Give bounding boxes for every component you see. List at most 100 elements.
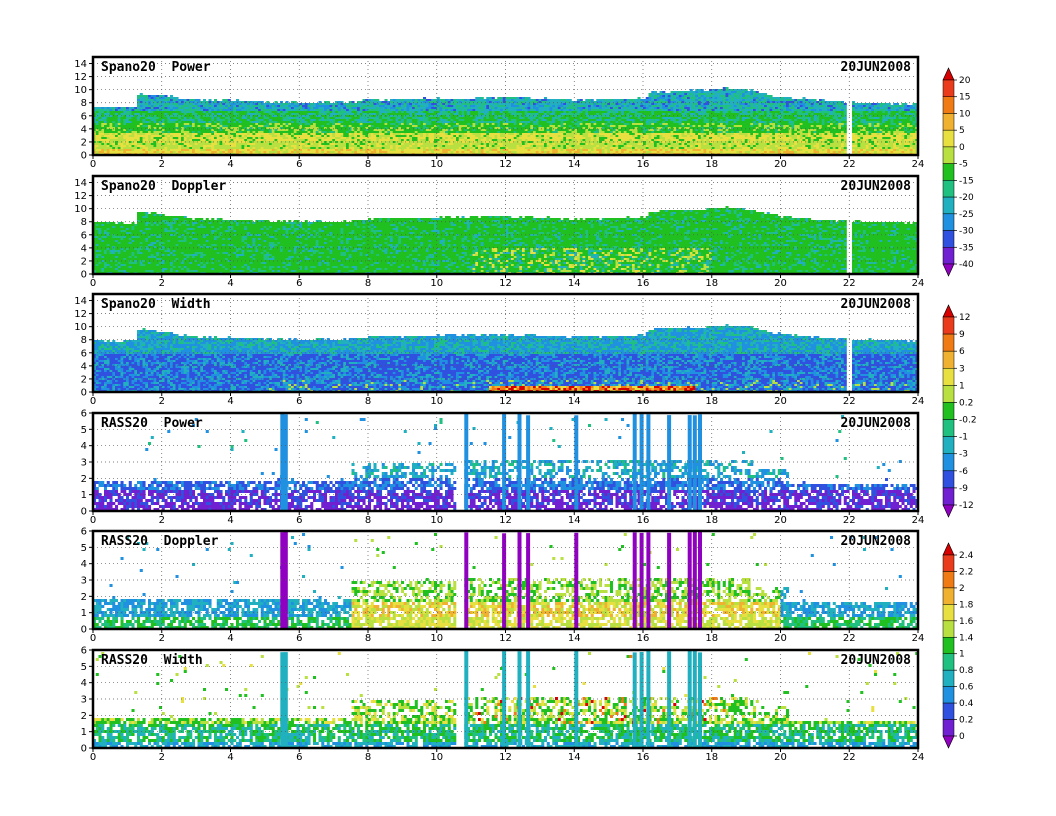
heatmap-cell xyxy=(211,151,214,153)
heatmap-cell xyxy=(165,123,168,125)
heatmap-cell xyxy=(159,131,162,133)
heatmap-cell xyxy=(233,111,236,113)
heatmap-cell xyxy=(429,119,432,121)
heatmap-cell xyxy=(192,105,195,107)
heatmap-cell xyxy=(302,109,305,111)
heatmap-cell xyxy=(420,133,423,135)
heatmap-cell xyxy=(467,109,470,111)
heatmap-cell xyxy=(236,139,239,141)
heatmap-cell xyxy=(407,105,410,107)
heatmap-cell xyxy=(250,105,253,107)
heatmap-cell xyxy=(162,119,165,121)
heatmap-cell xyxy=(357,117,360,119)
heatmap-cell xyxy=(118,117,121,119)
heatmap-cell xyxy=(327,151,330,153)
heatmap-cell xyxy=(178,127,181,129)
heatmap-cell xyxy=(305,105,308,107)
heatmap-cell xyxy=(148,111,151,113)
heatmap-cell xyxy=(313,123,316,125)
heatmap-cell xyxy=(258,113,261,115)
heatmap-cell xyxy=(239,151,242,153)
heatmap-cell xyxy=(192,125,195,127)
heatmap-cell xyxy=(110,151,113,153)
heatmap-cell xyxy=(481,119,484,121)
heatmap-cell xyxy=(253,137,256,139)
heatmap-cell xyxy=(423,133,426,135)
heatmap-cell xyxy=(156,139,159,141)
heatmap-cell xyxy=(473,103,476,105)
heatmap-cell xyxy=(354,109,357,111)
heatmap-cell xyxy=(478,103,481,105)
heatmap-cell xyxy=(338,137,341,139)
heatmap-cell xyxy=(112,125,115,127)
heatmap-cell xyxy=(431,125,434,127)
heatmap-cell xyxy=(187,139,190,141)
heatmap-cell xyxy=(184,111,187,113)
heatmap-cell xyxy=(132,123,135,125)
heatmap-cell xyxy=(291,147,294,149)
heatmap-cell xyxy=(173,103,176,105)
heatmap-cell xyxy=(404,149,407,151)
heatmap-cell xyxy=(393,137,396,139)
heatmap-cell xyxy=(415,151,418,153)
heatmap-cell xyxy=(275,133,278,135)
heatmap-cell xyxy=(96,121,99,123)
heatmap-cell xyxy=(478,125,481,127)
heatmap-cell xyxy=(214,119,217,121)
heatmap-cell xyxy=(335,137,338,139)
heatmap-cell xyxy=(233,121,236,123)
heatmap-cell xyxy=(440,117,443,119)
heatmap-cell xyxy=(484,133,487,135)
heatmap-cell xyxy=(266,149,269,151)
heatmap-cell xyxy=(165,113,168,115)
heatmap-cell xyxy=(258,137,261,139)
heatmap-cell xyxy=(382,139,385,141)
heatmap-cell xyxy=(143,105,146,107)
heatmap-cell xyxy=(319,133,322,135)
heatmap-cell xyxy=(203,99,206,101)
heatmap-cell xyxy=(228,111,231,113)
heatmap-cell xyxy=(418,145,421,147)
heatmap-cell xyxy=(244,103,247,105)
heatmap-cell xyxy=(396,109,399,111)
heatmap-cell xyxy=(393,145,396,147)
heatmap-cell xyxy=(231,125,234,127)
heatmap-cell xyxy=(429,123,432,125)
heatmap-cell xyxy=(261,147,264,149)
heatmap-cell xyxy=(371,123,374,125)
heatmap-cell xyxy=(332,119,335,121)
heatmap-cell xyxy=(165,137,168,139)
heatmap-cell xyxy=(338,135,341,137)
heatmap-cell xyxy=(272,111,275,113)
heatmap-cell xyxy=(418,111,421,113)
heatmap-cell xyxy=(137,121,140,123)
heatmap-cell xyxy=(429,109,432,111)
heatmap-cell xyxy=(148,147,151,149)
heatmap-cell xyxy=(231,129,234,131)
heatmap-cell xyxy=(286,129,289,131)
heatmap-cell xyxy=(112,137,115,139)
heatmap-cell xyxy=(167,125,170,127)
heatmap-cell xyxy=(187,117,190,119)
heatmap-cell xyxy=(478,105,481,107)
heatmap-cell xyxy=(272,139,275,141)
heatmap-cell xyxy=(145,145,148,147)
heatmap-cell xyxy=(222,123,225,125)
heatmap-cell xyxy=(398,141,401,143)
heatmap-cell xyxy=(137,149,140,151)
heatmap-cell xyxy=(233,131,236,133)
heatmap-cell xyxy=(170,141,173,143)
heatmap-cell xyxy=(178,133,181,135)
heatmap-cell xyxy=(269,103,272,105)
heatmap-cell xyxy=(478,141,481,143)
heatmap-cell xyxy=(233,113,236,115)
heatmap-cell xyxy=(357,129,360,131)
heatmap-cell xyxy=(354,143,357,145)
heatmap-cell xyxy=(253,117,256,119)
heatmap-cell xyxy=(115,111,118,113)
heatmap-cell xyxy=(145,111,148,113)
heatmap-cell xyxy=(299,133,302,135)
heatmap-cell xyxy=(335,119,338,121)
heatmap-cell xyxy=(217,139,220,141)
heatmap-cell xyxy=(132,135,135,137)
